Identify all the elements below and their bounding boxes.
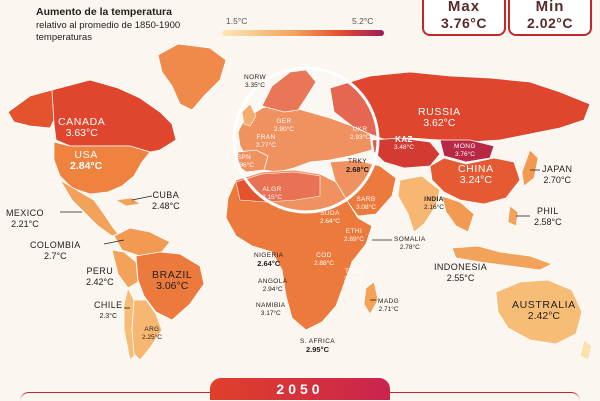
- region-japan: [521, 149, 539, 187]
- region-scandinavia: [261, 69, 317, 113]
- label-norway: NORW 3.35°C: [244, 74, 267, 89]
- label-somalia: SOMALIA 2.78°C: [394, 236, 426, 251]
- label-brazil: BRAZIL 3.06°C: [152, 269, 193, 292]
- label-cuba: CUBA 2.48°C: [152, 190, 180, 211]
- label-france: FRAN 2.77°C: [256, 134, 276, 149]
- region-alaska: [7, 89, 59, 129]
- label-chile: CHILE 2.3°C: [94, 300, 123, 320]
- label-colombia: COLOMBIA 2.7°C: [30, 240, 81, 261]
- year-label: 2050: [276, 381, 324, 397]
- label-namibia: NAMIBIA 3.17°C: [256, 302, 286, 317]
- label-ethiopia: ETHI 2.89°C: [344, 228, 364, 243]
- region-iberia: [235, 149, 269, 173]
- region-australia: [495, 279, 583, 345]
- min-value: 2.02°C: [527, 15, 573, 31]
- label-sudan: SUDA 2.64°C: [320, 210, 340, 225]
- label-south-africa: S. AFRICA 2.95°C: [300, 338, 336, 354]
- region-india: [397, 175, 441, 233]
- leader-line-cuba: [131, 195, 153, 201]
- legend-color-bar: [222, 30, 384, 36]
- label-india: INDIA 2.16°C: [424, 196, 444, 211]
- label-peru: PERU 2.42°C: [86, 266, 114, 287]
- label-mongolia: MONG 3.76°C: [454, 143, 476, 158]
- region-indonesia: [451, 245, 554, 271]
- label-tanzania: TAZN 2.74°C: [344, 268, 364, 283]
- legend-max-label: 5.2°C: [352, 16, 374, 26]
- label-china: CHINA 3.24°C: [458, 163, 494, 186]
- label-angola: ANGOLA 2.94°C: [258, 278, 288, 293]
- label-dr-congo: COD 2.88°C: [314, 252, 334, 267]
- region-argentina: [131, 299, 163, 361]
- label-usa: USA 2.84°C: [70, 149, 103, 172]
- min-box: Min 2.02°C: [508, 0, 592, 36]
- label-kazakhstan: KAZ 3.48°C: [394, 135, 414, 152]
- label-spain: SPN 2.96°C: [234, 154, 254, 169]
- label-germany: GER 2.90°C: [274, 118, 294, 133]
- region-se-asia: [441, 195, 475, 233]
- max-label: Max: [447, 0, 481, 15]
- region-mongolia: [439, 139, 495, 163]
- label-australia: AUSTRALIA 2.42°C: [512, 299, 576, 322]
- region-africa: [225, 169, 373, 331]
- max-value: 3.76°C: [441, 15, 487, 31]
- label-turkey: TRKY 2.68°C: [346, 158, 370, 174]
- region-russia: [329, 71, 591, 143]
- region-new-zealand: [579, 339, 593, 361]
- label-nigeria: NIGERIA 2.64°C: [254, 252, 284, 268]
- region-uk: [241, 103, 257, 127]
- label-philippines: PHIL 2.58°C: [534, 206, 562, 227]
- label-russia: RUSSIA 3.62°C: [418, 106, 461, 129]
- region-china: [429, 157, 521, 205]
- label-saudi-arabia: SARB 3.08°C: [356, 196, 376, 211]
- label-madagascar: MADG 2.71°C: [378, 298, 400, 313]
- label-japan: JAPAN 2.70°C: [542, 164, 573, 185]
- label-mexico: MEXICO 2.21°C: [6, 208, 44, 229]
- region-madagascar: [363, 281, 379, 315]
- min-label: Min: [535, 0, 565, 15]
- year-banner: 2050: [210, 378, 390, 400]
- region-colombia: [113, 227, 171, 257]
- label-argentina: ARG 2.25°C: [142, 326, 162, 341]
- label-canada: CANADA 3.63°C: [58, 116, 106, 139]
- region-philippines: [507, 205, 519, 227]
- legend-subtitle: relativo al promedio de 1850-1900 temper…: [36, 20, 181, 43]
- region-canada: [51, 79, 177, 153]
- region-peru: [111, 249, 139, 289]
- region-brazil: [135, 251, 205, 321]
- leader-line-colombia: [103, 239, 125, 245]
- legend-title: Aumento de la temperatura: [36, 6, 172, 18]
- legend-min-label: 1.5°C: [226, 16, 248, 26]
- region-usa: [53, 141, 151, 195]
- max-box: Max 3.76°C: [422, 0, 506, 36]
- label-algeria: ALGR 3.15°C: [262, 186, 282, 201]
- region-greenland: [157, 43, 227, 111]
- label-indonesia: INDONESIA 2.55°C: [434, 262, 488, 283]
- europe-highlight-circle: [232, 66, 380, 214]
- label-ukraine: UKR 2.93°C: [350, 126, 370, 141]
